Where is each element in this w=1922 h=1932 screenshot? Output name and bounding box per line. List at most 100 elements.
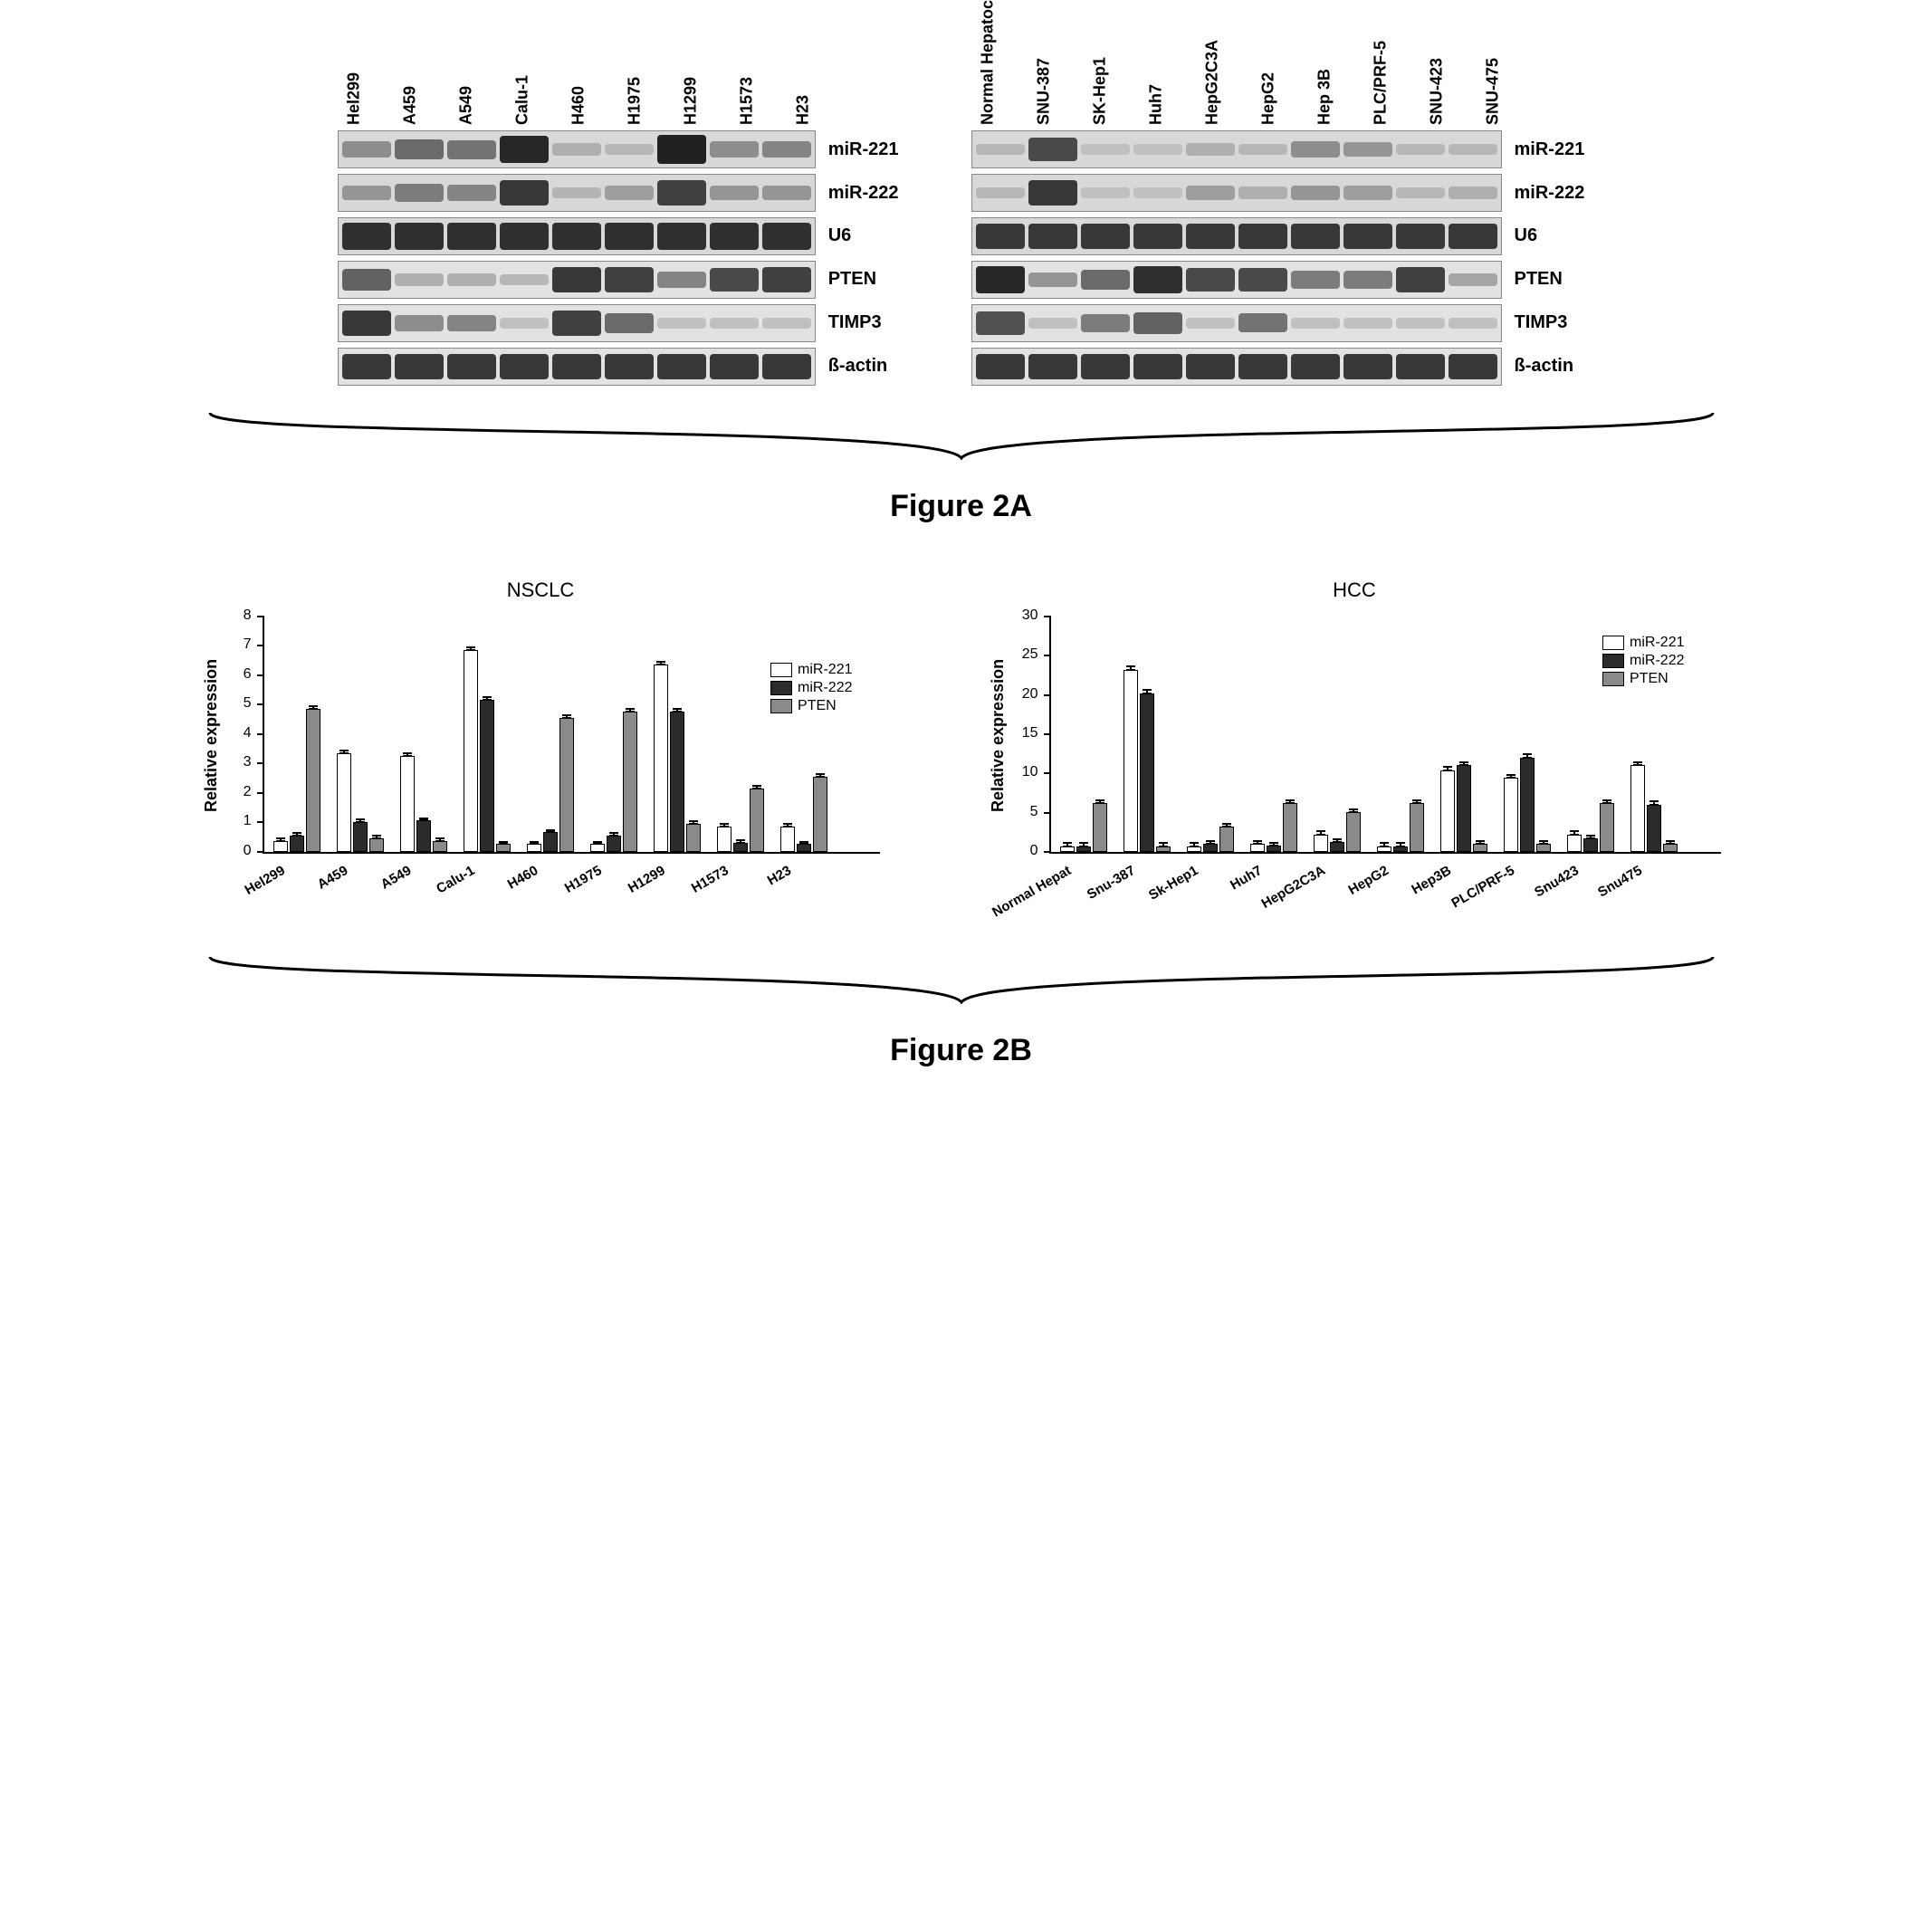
- bar-group: [1377, 803, 1424, 852]
- blot-row: U6: [338, 217, 899, 255]
- bar-group: [654, 665, 701, 852]
- blot-row: miR-222: [338, 174, 899, 212]
- band: [395, 184, 444, 202]
- lane-label: SNU-387: [1035, 36, 1091, 127]
- band: [710, 141, 759, 158]
- band: [500, 354, 549, 380]
- bar-group: [590, 712, 637, 852]
- bar: [1346, 812, 1361, 852]
- bar: [670, 712, 684, 852]
- band: [1291, 318, 1340, 328]
- band: [657, 135, 706, 164]
- bar: [1440, 770, 1455, 852]
- band: [762, 267, 811, 292]
- row-label: U6: [1515, 225, 1538, 246]
- y-tick-label: 10: [1022, 764, 1038, 780]
- band: [395, 354, 444, 380]
- band: [1186, 268, 1235, 292]
- bar: [623, 712, 637, 852]
- band: [342, 223, 391, 250]
- row-label: PTEN: [828, 269, 876, 290]
- bar: [590, 844, 605, 852]
- row-label: miR-221: [1515, 139, 1585, 160]
- band: [1449, 187, 1497, 198]
- band: [1291, 271, 1340, 289]
- x-label: PLC/PRF-5: [1481, 857, 1528, 930]
- x-label: Normal Hepat: [1037, 857, 1085, 930]
- band: [1186, 186, 1235, 200]
- lane-label: H1573: [738, 36, 794, 127]
- bar: [543, 832, 558, 852]
- lane-label: SNU-475: [1484, 36, 1540, 127]
- band: [1133, 144, 1182, 154]
- band: [552, 143, 601, 155]
- blot-panels-row: Hel299A459A549Calu-1H460H1975H1299H1573H…: [36, 36, 1886, 386]
- bar: [400, 756, 415, 852]
- bar: [273, 841, 288, 852]
- lane-label: Calu-1: [513, 36, 569, 127]
- band: [1028, 354, 1077, 380]
- lane-label: Hel299: [345, 36, 401, 127]
- legend-swatch: [770, 699, 792, 713]
- legend-swatch: [1602, 672, 1624, 686]
- row-label: ß-actin: [1515, 356, 1574, 377]
- lane-label: PLC/PRF-5: [1372, 36, 1428, 127]
- band: [710, 354, 759, 380]
- lane-labels: Normal HepatocytesSNU-387SK-Hep1Huh7HepG…: [979, 36, 1585, 127]
- bar-group: [1060, 803, 1107, 852]
- band: [976, 311, 1025, 334]
- band: [605, 354, 654, 380]
- row-label: ß-actin: [828, 356, 888, 377]
- legend-label: miR-221: [1630, 635, 1684, 651]
- band: [1291, 224, 1340, 250]
- bar-group: [1314, 812, 1361, 852]
- band: [552, 354, 601, 380]
- band: [1028, 138, 1077, 162]
- band: [976, 187, 1025, 198]
- bar: [1203, 844, 1218, 852]
- band: [1238, 224, 1287, 250]
- band: [1291, 354, 1340, 380]
- bar-group: [717, 789, 764, 852]
- lane-label: Hep 3B: [1315, 36, 1372, 127]
- blot-row: ß-actin: [971, 348, 1585, 386]
- x-label: Snu475: [1608, 857, 1655, 930]
- band: [1081, 314, 1130, 332]
- row-label: miR-222: [1515, 183, 1585, 204]
- bar: [1630, 765, 1645, 852]
- band: [1396, 267, 1445, 292]
- band: [395, 315, 444, 331]
- band: [447, 140, 496, 159]
- band: [500, 136, 549, 164]
- band: [395, 273, 444, 285]
- band: [1028, 180, 1077, 206]
- chart-hcc: HCCRelative expression051015202530miR-22…: [989, 579, 1721, 930]
- band: [1396, 187, 1445, 198]
- band: [710, 268, 759, 292]
- y-tick-label: 30: [1022, 607, 1038, 624]
- band: [605, 267, 654, 292]
- band: [657, 272, 706, 289]
- chart-nsclc: NSCLCRelative expression012345678miR-221…: [202, 579, 880, 930]
- band: [1449, 354, 1497, 380]
- brace-2b: [36, 948, 1886, 1020]
- bar: [1600, 803, 1614, 852]
- bar: [1124, 670, 1138, 852]
- y-tick-label: 8: [244, 607, 252, 624]
- band: [976, 266, 1025, 294]
- band: [762, 141, 811, 158]
- band: [605, 313, 654, 333]
- legend: miR-221miR-222PTEN: [770, 662, 852, 716]
- bar: [1393, 846, 1408, 852]
- legend-label: miR-221: [798, 662, 852, 678]
- legend-swatch: [1602, 654, 1624, 668]
- band: [395, 139, 444, 159]
- lane-label: HepG2C3A: [1203, 36, 1259, 127]
- blot-row: miR-221: [338, 130, 899, 168]
- band: [447, 273, 496, 285]
- band: [447, 185, 496, 202]
- bar-group: [1440, 765, 1487, 852]
- band: [1343, 354, 1392, 380]
- bar: [416, 820, 431, 852]
- band: [1238, 313, 1287, 332]
